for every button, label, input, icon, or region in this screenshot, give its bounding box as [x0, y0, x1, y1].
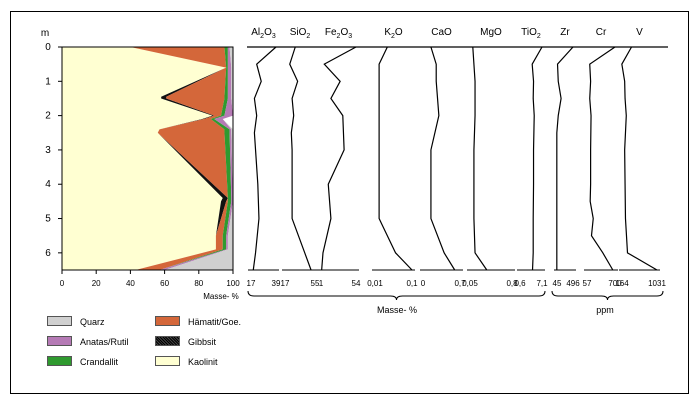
mass-percent-brace [247, 290, 546, 301]
profile-line-tio2 [531, 46, 543, 271]
profile-title-cr: Cr [596, 27, 607, 38]
legend-label: Gibbsit [188, 337, 217, 347]
profile-line-zr [556, 46, 574, 270]
profile-tick-min-cao: 0 [421, 279, 426, 288]
profile-title-v: V [636, 27, 643, 38]
legend-swatch-h-matit-goe- [155, 316, 180, 326]
legend-label: Quarz [80, 317, 105, 327]
depth-tick-label: 0 [45, 42, 51, 53]
profile-title-mgo: MgO [480, 27, 502, 38]
profile-title-k2o: K2O [384, 27, 403, 40]
mineral-x-tick-label: 100 [226, 279, 240, 288]
depth-tick-label: 2 [45, 111, 51, 122]
profile-line-al2o3 [252, 46, 277, 271]
mineral-panel-border [61, 46, 234, 271]
profile-tick-max-fe2o3: 54 [352, 279, 361, 288]
profile-tick-min-zr: 45 [553, 279, 562, 288]
mineral-x-tick-label: 20 [92, 279, 101, 288]
mineral-x-tick-label: 80 [194, 279, 203, 288]
profile-tick-min-fe2o3: 1 [319, 279, 324, 288]
area-h-matit-goe- [130, 47, 228, 270]
profile-title-al2o3: Al2O3 [251, 27, 276, 40]
profile-tick-max-al2o3: 39 [272, 279, 281, 288]
legend-swatch-kaolinit [155, 356, 180, 366]
figure-frame [10, 11, 689, 394]
area-crandallit [159, 47, 232, 270]
legend-label: Crandallit [80, 357, 119, 367]
profile-tick-max-tio2: 7,1 [536, 279, 548, 288]
profile-line-sio2 [289, 46, 312, 271]
profile-tick-min-tio2: 0,6 [514, 279, 526, 288]
profile-title-tio2: TiO2 [521, 27, 541, 40]
profile-tick-min-mgo: 0,05 [462, 279, 478, 288]
ppm-brace [551, 290, 664, 301]
depth-tick-label: 5 [45, 214, 51, 225]
profile-tick-max-zr: 496 [566, 279, 580, 288]
profile-title-sio2: SiO2 [290, 27, 311, 40]
legend-swatch-crandallit [47, 356, 72, 366]
profile-line-cr [589, 46, 616, 271]
depth-tick-label: 3 [45, 145, 51, 156]
depth-tick-label: 4 [45, 179, 51, 190]
profile-line-fe2o3 [321, 46, 357, 271]
profile-tick-max-mgo: 0,8 [506, 279, 518, 288]
depth-axis-label: m [41, 28, 49, 39]
legend-swatch-gibbsit [155, 336, 180, 346]
profile-tick-max-cao: 0,7 [454, 279, 466, 288]
mineral-x-tick-label: 0 [60, 279, 65, 288]
profile-tick-max-v: 1031 [648, 279, 666, 288]
profile-tick-min-sio2: 17 [281, 279, 290, 288]
mineral-x-tick-label: 60 [160, 279, 169, 288]
profile-title-zr: Zr [560, 27, 570, 38]
area-kaolinit [62, 47, 227, 270]
mineral-x-tick-label: 40 [126, 279, 135, 288]
profile-tick-min-cr: 57 [583, 279, 592, 288]
profile-tick-max-k2o: 0,1 [406, 279, 418, 288]
profile-title-fe2o3: Fe2O3 [325, 27, 352, 40]
profile-line-k2o [378, 46, 413, 271]
depth-tick-label: 6 [45, 248, 51, 259]
profile-tick-max-cr: 700 [608, 279, 622, 288]
mineral-x-axis-label: Masse- % [203, 292, 239, 301]
legend-swatch-anatas-rutil [47, 336, 72, 346]
depth-tick-label: 1 [45, 76, 51, 87]
profile-line-v [621, 46, 658, 271]
profile-tick-min-v: 164 [615, 279, 629, 288]
profile-tick-min-k2o: 0,01 [367, 279, 383, 288]
mineral-area-chart [62, 47, 233, 270]
legend-label: Hämatit/Goe. [188, 317, 242, 327]
profile-line-mgo [472, 46, 488, 271]
profile-title-cao: CaO [431, 27, 452, 38]
legend-label: Anatas/Rutil [80, 337, 129, 347]
mass-percent-label: Masse- % [377, 305, 417, 315]
profile-tick-max-sio2: 55 [311, 279, 320, 288]
profile-line-cao [430, 46, 456, 271]
profile-tick-min-al2o3: 17 [247, 279, 256, 288]
ppm-label: ppm [596, 305, 614, 315]
legend-label: Kaolinit [188, 357, 218, 367]
legend-swatch-quarz [47, 316, 72, 326]
